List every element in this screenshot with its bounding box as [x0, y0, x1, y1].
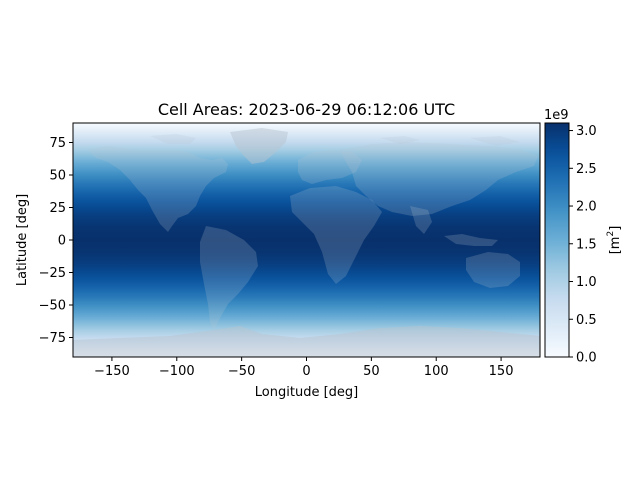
colorbar: 1e9 0.0 0.5 1.0 1.5 2.0 2.5 3.0 [m2]: [544, 108, 623, 366]
colorbar-gradient: [544, 122, 570, 358]
y-tick-label: −25: [39, 266, 66, 281]
y-tick-label: 0: [58, 234, 66, 249]
colorbar-tick-label: 1.5: [576, 237, 597, 252]
y-axis-label: Latitude [deg]: [15, 194, 30, 286]
y-tick-label: 50: [49, 169, 66, 184]
x-tick-label: 150: [489, 364, 514, 379]
x-axis: −150 −100 −50 0 50 100 150: [94, 357, 513, 379]
colorbar-tick-label: 2.5: [576, 162, 597, 177]
x-tick-label: 50: [363, 364, 380, 379]
land-africa: [290, 186, 382, 284]
colorbar-tick-label: 0.0: [576, 351, 597, 366]
land-indonesia: [444, 234, 498, 246]
x-tick-label: −50: [228, 364, 255, 379]
land-europe: [298, 150, 362, 184]
land-greenland: [230, 128, 288, 164]
land-north-america: [88, 146, 228, 232]
x-tick-label: 100: [424, 364, 449, 379]
colorbar-tick-label: 0.5: [576, 313, 597, 328]
y-axis: −75 −50 −25 0 25 50 75: [39, 136, 73, 346]
x-tick-label: −100: [159, 364, 195, 379]
plot-area: [72, 122, 541, 358]
heatmap-field: [73, 123, 540, 357]
colorbar-multiplier: 1e9: [544, 108, 569, 123]
chart-title: Cell Areas: 2023-06-29 06:12:06 UTC: [158, 100, 455, 119]
land-south-america: [200, 226, 258, 330]
colorbar-tick-label: 2.0: [576, 200, 597, 215]
y-tick-label: −75: [39, 331, 66, 346]
colorbar-label: [m2]: [606, 226, 623, 255]
land-asia: [340, 142, 538, 216]
colorbar-tick-label: 3.0: [576, 124, 597, 139]
y-tick-label: 75: [49, 136, 66, 151]
land-overlay: [73, 128, 540, 357]
land-antarctica: [73, 326, 540, 357]
y-tick-label: 25: [49, 201, 66, 216]
colorbar-tick-label: 1.0: [576, 275, 597, 290]
x-axis-label: Longitude [deg]: [255, 385, 358, 400]
colorbar-ticks: 0.0 0.5 1.0 1.5 2.0 2.5 3.0: [569, 124, 597, 366]
y-tick-label: −50: [39, 299, 66, 314]
land-india: [410, 206, 432, 234]
x-tick-label: 0: [302, 364, 310, 379]
land-australia: [466, 252, 520, 288]
x-tick-label: −150: [94, 364, 130, 379]
